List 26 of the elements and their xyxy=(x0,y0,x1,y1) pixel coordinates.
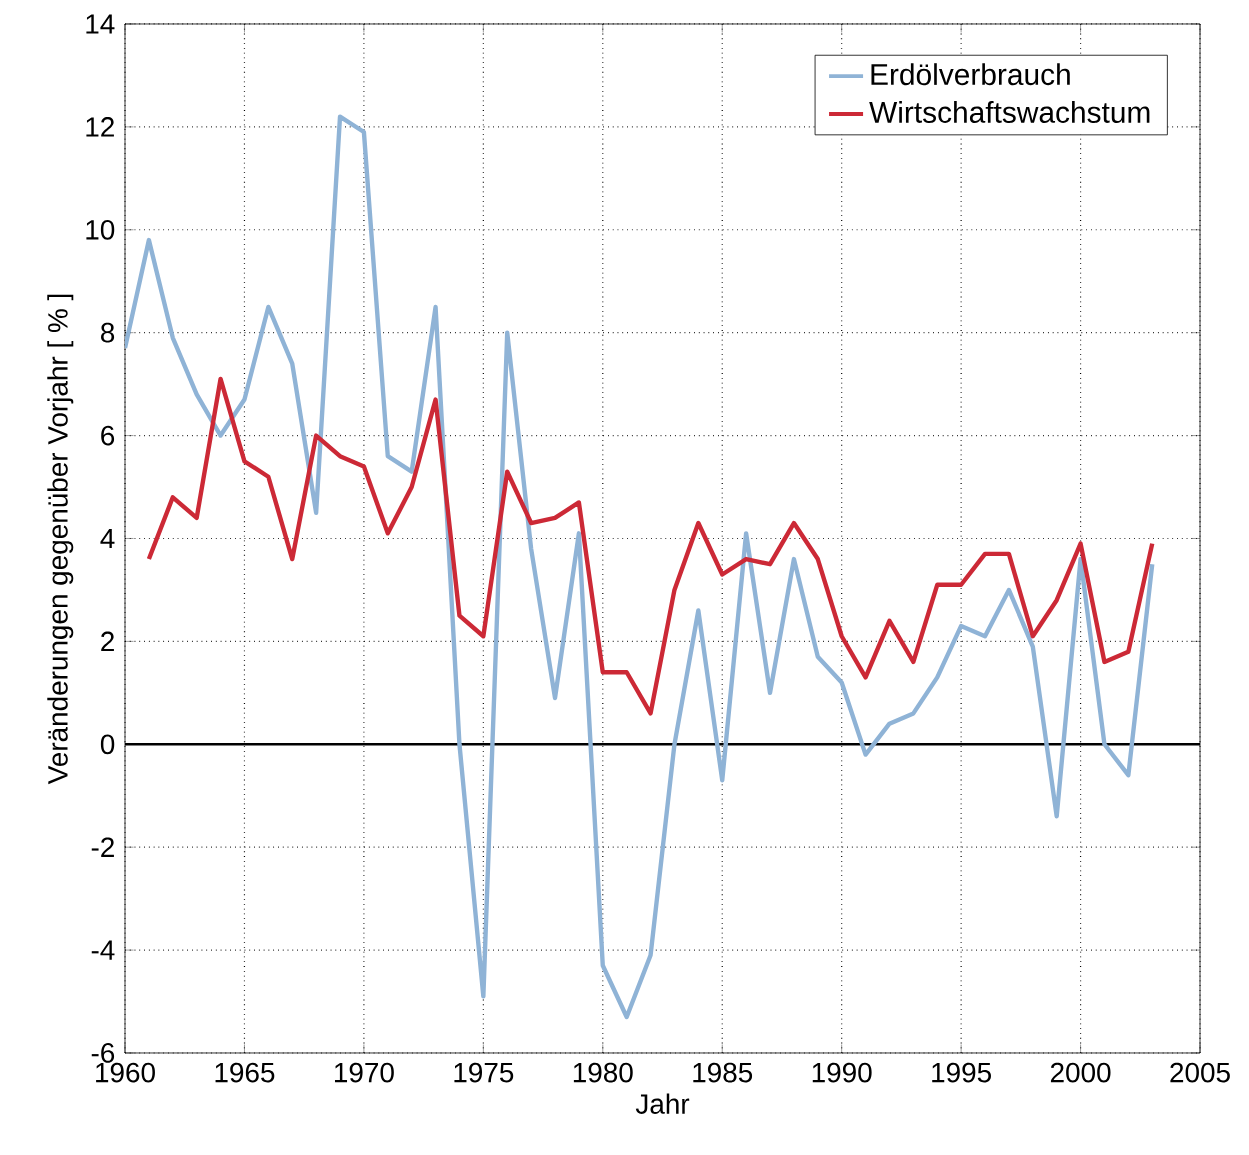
y-tick-label: 8 xyxy=(101,322,115,343)
y-axis-title: Veränderungen gegenüber Vorjahr [ % ] xyxy=(47,294,74,785)
y-tick-label: 6 xyxy=(101,425,115,446)
x-tick-label: 2000 xyxy=(1050,1062,1111,1083)
x-axis-title: Jahr xyxy=(635,1093,690,1114)
legend-label: Erdölverbrauch xyxy=(871,63,1070,86)
y-tick-label: 12 xyxy=(86,117,114,137)
x-tick-label: 1980 xyxy=(573,1062,633,1083)
y-tick-label: 4 xyxy=(100,528,115,549)
x-tick-label: 1995 xyxy=(932,1062,991,1083)
x-tick-label: 1960 xyxy=(96,1062,155,1083)
y-tick-label: 14 xyxy=(86,14,115,34)
y-tick-label: -4 xyxy=(91,940,115,960)
y-tick-label: 2 xyxy=(101,631,114,652)
y-tick-label: -6 xyxy=(91,1043,115,1063)
x-tick-label: 1965 xyxy=(215,1062,275,1083)
y-tick-label: -2 xyxy=(91,837,114,857)
x-tick-label: 2005 xyxy=(1170,1062,1230,1083)
x-tick-label: 1970 xyxy=(335,1062,394,1083)
line-series xyxy=(146,376,1155,716)
y-tick-label: 0 xyxy=(100,734,115,755)
x-tick-label: 1990 xyxy=(812,1062,872,1083)
x-tick-label: 1985 xyxy=(693,1062,753,1083)
x-tick-label: 1975 xyxy=(454,1062,514,1083)
legend-label: Wirtschaftswachstum xyxy=(869,101,1150,123)
y-tick-label: 10 xyxy=(86,219,115,240)
